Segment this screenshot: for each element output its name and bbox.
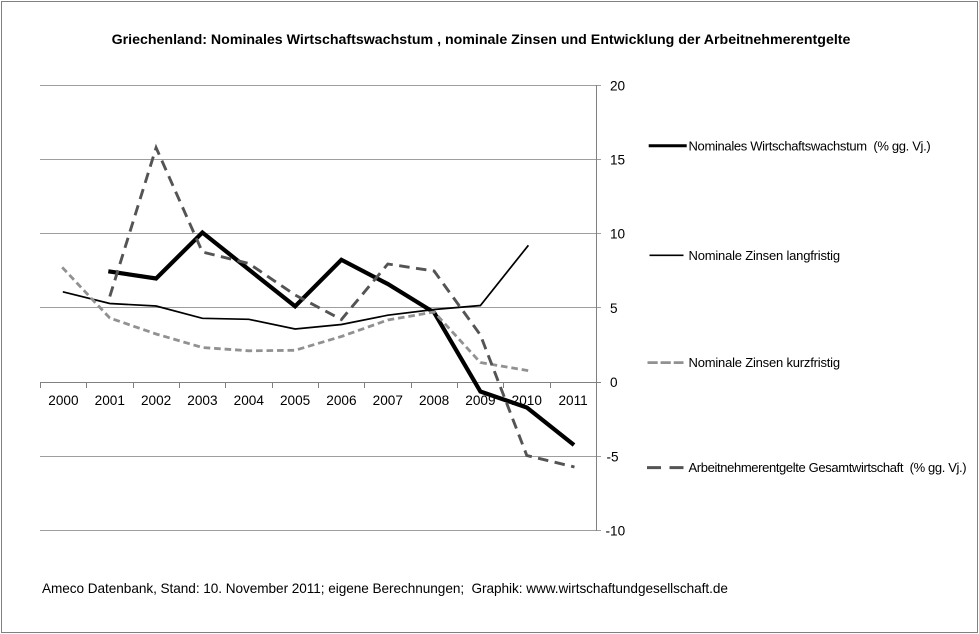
svg-text:Ameco Datenbank, Stand: 10. No: Ameco Datenbank, Stand: 10. November 201… bbox=[42, 581, 728, 596]
svg-text:2009: 2009 bbox=[465, 393, 495, 408]
svg-text:2006: 2006 bbox=[326, 393, 356, 408]
svg-text:2008: 2008 bbox=[419, 393, 449, 408]
svg-text:2000: 2000 bbox=[48, 393, 79, 408]
svg-text:2010: 2010 bbox=[512, 393, 543, 408]
svg-text:10: 10 bbox=[610, 227, 626, 242]
svg-text:-5: -5 bbox=[607, 449, 619, 464]
svg-text:2005: 2005 bbox=[280, 393, 310, 408]
svg-text:2004: 2004 bbox=[234, 393, 265, 408]
svg-text:2011: 2011 bbox=[558, 393, 587, 408]
svg-text:-10: -10 bbox=[606, 524, 626, 539]
svg-text:Griechenland: Nominales Wirtsc: Griechenland: Nominales Wirtschaftswachs… bbox=[112, 32, 851, 48]
svg-text:2003: 2003 bbox=[187, 393, 217, 408]
svg-text:20: 20 bbox=[610, 78, 626, 93]
svg-text:15: 15 bbox=[610, 153, 625, 168]
svg-text:2001: 2001 bbox=[95, 393, 125, 408]
svg-text:Nominales Wirtschaftswachstum: Nominales Wirtschaftswachstum (% gg. Vj.… bbox=[689, 138, 931, 153]
svg-text:0: 0 bbox=[610, 375, 618, 390]
svg-text:2007: 2007 bbox=[373, 393, 403, 408]
svg-text:5: 5 bbox=[610, 301, 618, 316]
svg-text:2002: 2002 bbox=[141, 393, 171, 408]
svg-text:Arbeitnehmerentgelte Gesamtwir: Arbeitnehmerentgelte Gesamtwirtschaft (%… bbox=[689, 460, 967, 475]
svg-text:Nominale Zinsen langfristig: Nominale Zinsen langfristig bbox=[689, 248, 840, 263]
svg-text:Nominale Zinsen kurzfristig: Nominale Zinsen kurzfristig bbox=[689, 355, 840, 370]
